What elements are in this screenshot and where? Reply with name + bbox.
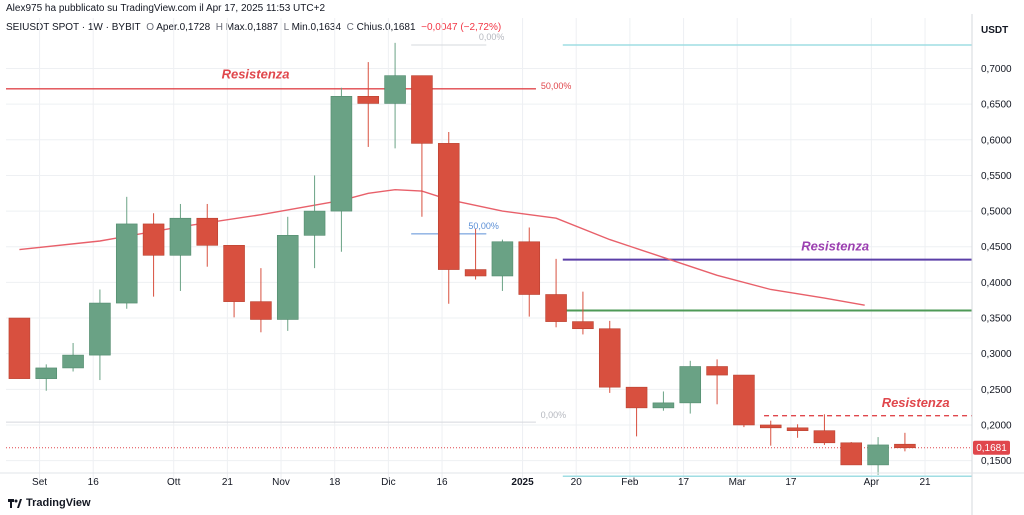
tradingview-brand[interactable]: TradingView	[8, 497, 91, 509]
candle-down	[223, 245, 245, 302]
y-tick-label: 0,6500	[981, 100, 1012, 111]
axes: 0,1500 0,2000 0,2500 0,3000 0,3500 0,4000 0,45…	[0, 14, 1024, 515]
high-value: Max.0,1887	[225, 22, 279, 33]
horizontal-lines	[6, 44, 972, 478]
x-tick-label: Set	[32, 477, 47, 488]
last-price-label: 0,1681	[976, 443, 1007, 454]
last-price-tag	[973, 440, 1010, 455]
candle-down	[196, 217, 219, 246]
candle-down	[598, 328, 621, 388]
candle-up	[35, 367, 58, 379]
fib-label: 50,00%	[468, 221, 499, 231]
candle-up	[303, 210, 326, 236]
y-tick-label: 0,2500	[981, 385, 1012, 396]
candle-down	[759, 424, 782, 429]
x-tick-label: Apr	[864, 477, 880, 488]
candle-down	[786, 427, 809, 431]
candle-down	[840, 442, 863, 466]
candle-down	[357, 96, 380, 104]
x-tick-label: 17	[785, 477, 797, 488]
x-tick-label: Feb	[621, 477, 639, 488]
x-tick-label: 16	[88, 477, 100, 488]
y-tick-label: 0,1500	[981, 456, 1012, 467]
y-tick-label: 0,4000	[981, 278, 1012, 289]
y-tick-label: 0,2000	[981, 420, 1012, 431]
fib-label: 0,00%	[541, 410, 567, 420]
candle-down	[572, 321, 594, 330]
open-value: Aper.0,1728	[156, 22, 211, 33]
candle-down	[518, 241, 541, 295]
annotations: Resistenza Resistenza Resistenza 50,00% 50,0…	[222, 32, 950, 420]
tradingview-logo-icon	[8, 498, 22, 508]
change-value: −0,0047 (−2,72%)	[421, 22, 502, 33]
candle-up	[491, 241, 514, 277]
symbol-label[interactable]: SEIUSDT SPOT · 1W · BYBIT	[6, 22, 141, 33]
y-tick-label: 0,7000	[981, 64, 1012, 75]
x-tick-label: Ott	[167, 477, 181, 488]
fib-label: 50,00%	[541, 81, 572, 91]
candle-down	[437, 143, 460, 270]
candle-down	[733, 374, 755, 426]
candle-up	[384, 75, 406, 104]
candles	[8, 42, 916, 475]
candle-up	[62, 354, 84, 369]
candle-up	[115, 223, 138, 304]
resistance-label: Resistenza	[801, 238, 869, 253]
y-tick-label: 0,3500	[981, 314, 1012, 325]
candle-up	[169, 217, 192, 256]
x-tick-label: Nov	[272, 477, 290, 488]
candle-down	[625, 386, 648, 409]
x-tick-label: Mar	[729, 477, 747, 488]
candle-up	[652, 402, 675, 409]
candle-up	[276, 235, 299, 320]
y-tick-label: 0,5000	[981, 207, 1012, 218]
open-label: O	[146, 22, 154, 33]
x-tick-label: Dic	[381, 477, 395, 488]
resistance-label: Resistenza	[222, 66, 290, 81]
high-label: H	[215, 22, 223, 33]
y-tick-label: 0,3000	[981, 349, 1012, 360]
candle-down	[8, 317, 31, 379]
candle-down	[464, 269, 487, 277]
candle-up	[89, 302, 111, 356]
candle-up	[330, 96, 353, 212]
candle-down	[411, 75, 433, 144]
axis-unit-label: USDT	[981, 25, 1009, 36]
x-tick-label: 16	[436, 477, 448, 488]
candle-up	[679, 366, 702, 404]
x-tick-label: 17	[678, 477, 690, 488]
candle-down	[894, 443, 916, 449]
candle-down	[545, 294, 567, 322]
fib-label: 0,00%	[479, 32, 505, 42]
y-tick-label: 0,5500	[981, 171, 1012, 182]
y-tick-label: 0,6000	[981, 135, 1012, 146]
x-tick-label: 20	[571, 477, 583, 488]
x-tick-label: 2025	[511, 477, 534, 488]
candle-up	[867, 444, 889, 466]
ohlc-legend: SEIUSDT SPOT · 1W · BYBIT O Aper.0,1728 …	[6, 22, 501, 33]
brand-label: TradingView	[26, 497, 91, 509]
published-by: Alex975 ha pubblicato su TradingView.com…	[6, 3, 325, 14]
resistance-label: Resistenza	[882, 395, 950, 410]
close-label: C	[346, 22, 354, 33]
candle-down	[813, 430, 836, 444]
low-label: L	[283, 22, 289, 33]
candle-down	[706, 366, 728, 376]
candle-down	[142, 223, 165, 256]
candle-down	[250, 301, 272, 320]
x-tick-label: 21	[222, 477, 234, 488]
x-tick-label: 18	[329, 477, 341, 488]
close-value: Chius.0,1681	[356, 22, 416, 33]
y-tick-label: 0,4500	[981, 242, 1012, 253]
x-tick-label: 21	[919, 477, 931, 488]
low-value: Min.0,1634	[291, 22, 342, 33]
